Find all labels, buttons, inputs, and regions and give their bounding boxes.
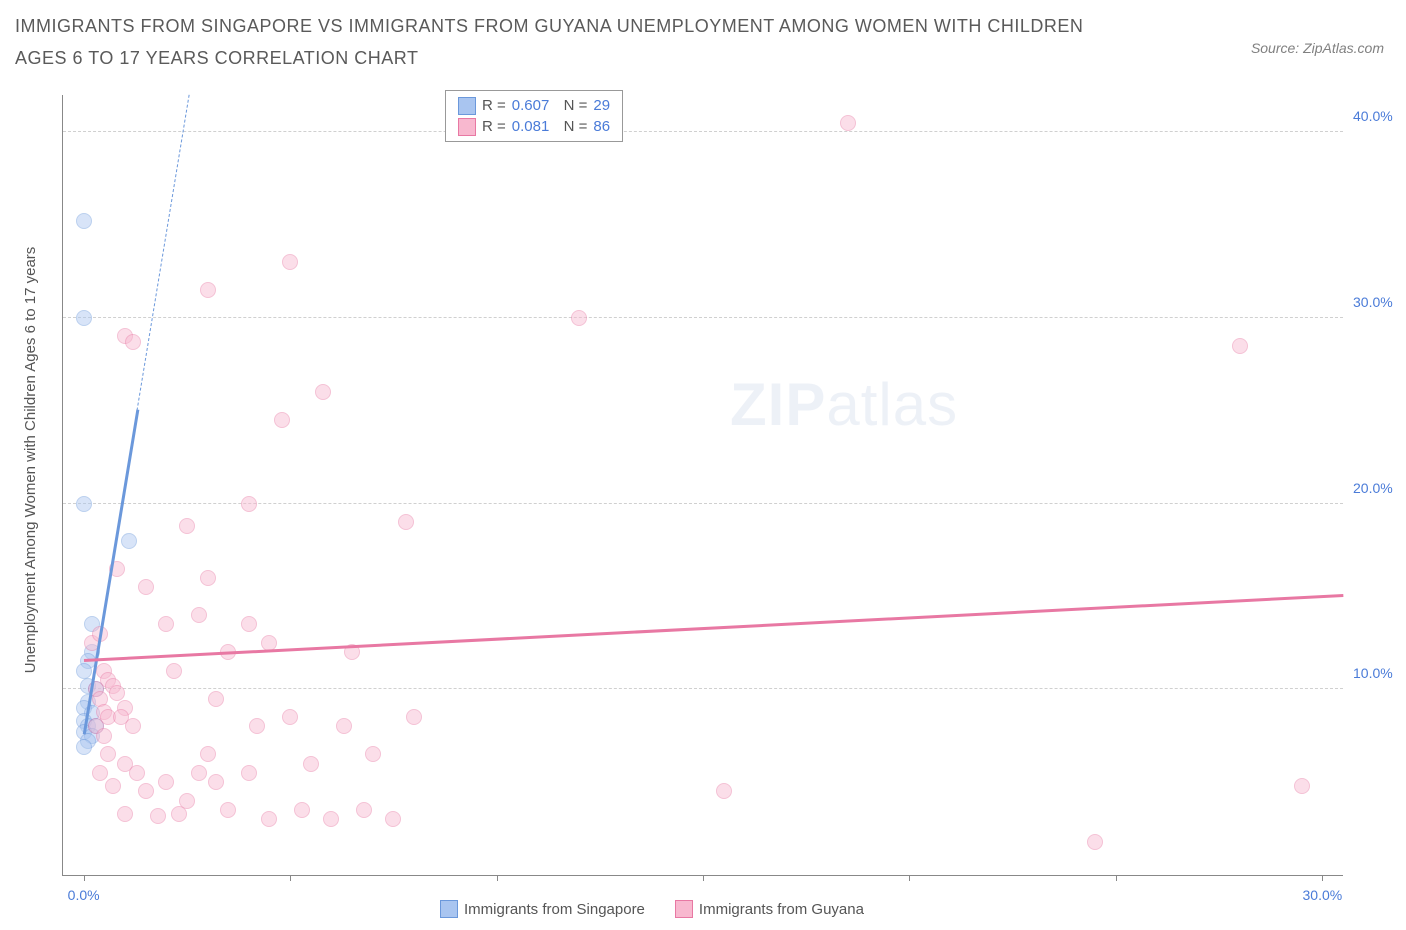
- bottom-legend: Immigrants from Singapore Immigrants from…: [440, 900, 864, 918]
- data-point: [76, 663, 92, 679]
- data-point: [1294, 778, 1310, 794]
- x-tick: [909, 875, 910, 881]
- chart-area: 10.0%20.0%30.0%40.0%0.0%30.0%: [62, 95, 1343, 876]
- data-point: [716, 783, 732, 799]
- data-point: [241, 616, 257, 632]
- data-point: [158, 774, 174, 790]
- data-point: [274, 412, 290, 428]
- stat-r-value: 0.607: [512, 95, 550, 116]
- data-point: [138, 783, 154, 799]
- data-point: [571, 310, 587, 326]
- legend-swatch: [440, 900, 458, 918]
- x-tick-label: 0.0%: [68, 887, 100, 903]
- x-tick: [1116, 875, 1117, 881]
- data-point: [179, 518, 195, 534]
- stat-r-value: 0.081: [512, 116, 550, 137]
- data-point: [840, 115, 856, 131]
- x-tick: [703, 875, 704, 881]
- stat-n-label: N =: [555, 116, 587, 137]
- data-point: [121, 533, 137, 549]
- data-point: [261, 811, 277, 827]
- chart-title: IMMIGRANTS FROM SINGAPORE VS IMMIGRANTS …: [15, 10, 1095, 75]
- data-point: [109, 685, 125, 701]
- source-label: Source: ZipAtlas.com: [1251, 40, 1384, 56]
- x-tick: [290, 875, 291, 881]
- data-point: [241, 765, 257, 781]
- data-point: [105, 778, 121, 794]
- data-point: [100, 746, 116, 762]
- data-point: [191, 607, 207, 623]
- data-point: [129, 765, 145, 781]
- data-point: [315, 384, 331, 400]
- y-tick-label: 10.0%: [1353, 665, 1403, 681]
- data-point: [356, 802, 372, 818]
- stats-row: R = 0.081 N = 86: [458, 116, 610, 137]
- gridline: [63, 131, 1343, 132]
- stat-r-label: R =: [482, 95, 506, 116]
- data-point: [96, 728, 112, 744]
- y-tick-label: 30.0%: [1353, 294, 1403, 310]
- data-point: [1232, 338, 1248, 354]
- y-axis-label: Unemployment Among Women with Children A…: [22, 247, 39, 674]
- data-point: [220, 802, 236, 818]
- data-point: [150, 808, 166, 824]
- data-point: [200, 746, 216, 762]
- x-tick: [1322, 875, 1323, 881]
- x-tick-label: 30.0%: [1302, 887, 1342, 903]
- legend-label: Immigrants from Guyana: [699, 901, 864, 918]
- trend-line: [84, 594, 1343, 661]
- legend-swatch: [458, 118, 476, 136]
- trend-line-dashed: [137, 94, 190, 410]
- stat-n-value: 86: [593, 116, 610, 137]
- data-point: [138, 579, 154, 595]
- data-point: [385, 811, 401, 827]
- data-point: [125, 334, 141, 350]
- data-point: [241, 496, 257, 512]
- gridline: [63, 317, 1343, 318]
- stat-r-label: R =: [482, 116, 506, 137]
- data-point: [76, 213, 92, 229]
- data-point: [179, 793, 195, 809]
- stats-legend-box: R = 0.607 N = 29R = 0.081 N = 86: [445, 90, 623, 142]
- data-point: [200, 282, 216, 298]
- x-tick: [84, 875, 85, 881]
- data-point: [398, 514, 414, 530]
- legend-item: Immigrants from Guyana: [675, 900, 864, 918]
- data-point: [282, 709, 298, 725]
- data-point: [191, 765, 207, 781]
- data-point: [406, 709, 422, 725]
- legend-label: Immigrants from Singapore: [464, 901, 645, 918]
- data-point: [323, 811, 339, 827]
- data-point: [1087, 834, 1103, 850]
- data-point: [92, 765, 108, 781]
- x-tick: [497, 875, 498, 881]
- stat-n-value: 29: [593, 95, 610, 116]
- data-point: [208, 691, 224, 707]
- data-point: [294, 802, 310, 818]
- data-point: [166, 663, 182, 679]
- gridline: [63, 688, 1343, 689]
- data-point: [282, 254, 298, 270]
- data-point: [158, 616, 174, 632]
- data-point: [76, 739, 92, 755]
- data-point: [365, 746, 381, 762]
- stats-row: R = 0.607 N = 29: [458, 95, 610, 116]
- watermark: ZIPatlas: [730, 370, 958, 439]
- legend-swatch: [675, 900, 693, 918]
- data-point: [303, 756, 319, 772]
- legend-swatch: [458, 97, 476, 115]
- data-point: [76, 496, 92, 512]
- data-point: [200, 570, 216, 586]
- y-tick-label: 40.0%: [1353, 108, 1403, 124]
- data-point: [336, 718, 352, 734]
- data-point: [249, 718, 265, 734]
- legend-item: Immigrants from Singapore: [440, 900, 645, 918]
- y-tick-label: 20.0%: [1353, 480, 1403, 496]
- data-point: [208, 774, 224, 790]
- data-point: [125, 718, 141, 734]
- data-point: [76, 310, 92, 326]
- data-point: [117, 806, 133, 822]
- stat-n-label: N =: [555, 95, 587, 116]
